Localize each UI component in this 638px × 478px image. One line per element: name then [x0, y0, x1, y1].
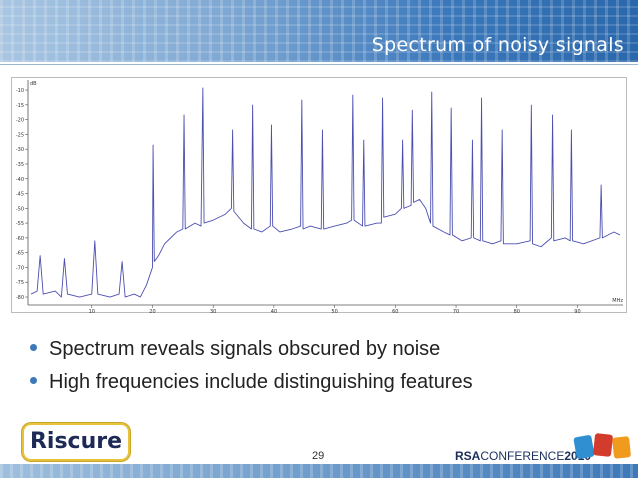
y-tick-label: -55: [16, 221, 24, 227]
y-tick-label: -30: [16, 147, 24, 153]
y-tick-label: -65: [16, 251, 24, 257]
y-tick-label: -75: [16, 280, 24, 286]
y-tick-label: -80: [16, 295, 24, 301]
bullet: Spectrum reveals signals obscured by noi…: [30, 338, 440, 361]
header-band: [0, 0, 638, 64]
page-number: 29: [312, 450, 325, 462]
y-tick-label: -40: [16, 177, 24, 183]
conference-rsa: RSA: [455, 449, 481, 463]
y-tick-label: -50: [16, 206, 24, 212]
y-tick-label: -35: [16, 162, 24, 168]
logo-initial: R: [29, 429, 47, 454]
x-tick-label: 70: [453, 309, 459, 313]
icon: [573, 435, 595, 459]
chart-frame: [11, 77, 627, 313]
bullet-text: Spectrum reveals signals obscured by noi…: [49, 338, 441, 360]
y-tick-label: -45: [16, 192, 24, 198]
conference-logo: RSACONFERENCE2010: [455, 449, 591, 463]
y-tick-label: -15: [16, 103, 24, 109]
x-tick-label: 20: [149, 309, 155, 313]
icon: [612, 436, 631, 459]
x-tick-label: 40: [271, 309, 277, 313]
y-tick-label: -25: [16, 132, 24, 138]
chart: -10 -15 -20 -25 -30 -35 -40 -45 -50 -55 -60 -65 -70 -…: [11, 77, 627, 313]
x-tick-label: 90: [574, 309, 580, 313]
conference-word: CONFERENCE: [480, 449, 565, 463]
bullet-dot: [30, 377, 37, 385]
riscure-logo: Riscure: [22, 423, 130, 461]
y-axis-label: dB: [30, 81, 37, 87]
spectrum-line: [30, 87, 621, 298]
bullet-dot: [30, 344, 37, 352]
x-tick-label: 10: [89, 309, 95, 313]
y-tick-label: -70: [16, 265, 24, 271]
bullet-text: High frequencies include distinguishing …: [49, 371, 473, 393]
x-tick-label: 60: [392, 309, 398, 313]
icon: [593, 433, 613, 457]
x-tick-label: 80: [514, 309, 520, 313]
y-tick-label: -10: [16, 88, 24, 94]
logo-text: iscure: [46, 429, 123, 454]
x-tick-label: 50: [331, 309, 337, 313]
footer-band: [0, 464, 638, 478]
slide-title: Spectrum of noisy signals: [371, 34, 624, 56]
x-axis-label: MHz: [612, 298, 623, 304]
bullet: High frequencies include distinguishing …: [30, 371, 473, 394]
y-tick-label: -60: [16, 236, 24, 242]
conference-icons: [573, 433, 631, 459]
y-tick-label: -20: [16, 118, 24, 124]
x-tick-label: 30: [210, 309, 216, 313]
